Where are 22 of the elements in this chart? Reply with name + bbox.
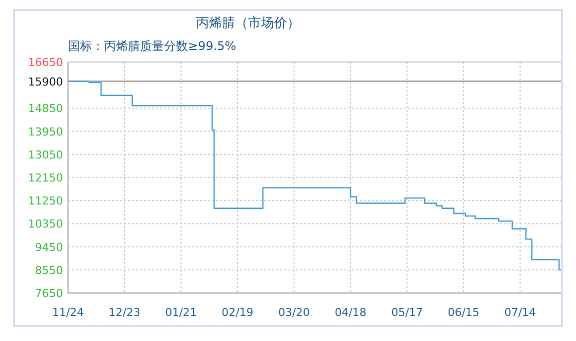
y-tick-label: 9450 (35, 240, 63, 254)
chart-subtitle: 国标：丙烯腈质量分数≥99.5% (68, 39, 236, 53)
x-tick-label: 05/17 (391, 306, 423, 319)
y-tick-label: 11250 (28, 194, 63, 208)
x-tick-label: 12/23 (108, 306, 140, 319)
x-tick-label: 06/15 (448, 306, 480, 319)
x-tick-label: 01/21 (165, 306, 197, 319)
y-tick-label: 12150 (28, 172, 63, 184)
y-tick-label: 14850 (28, 102, 63, 116)
y-tick-label: 7650 (35, 287, 63, 300)
y-tick-label: 13050 (28, 148, 63, 162)
x-tick-label: 03/20 (278, 306, 310, 319)
y-tick-label: 10350 (28, 218, 63, 231)
x-tick-label: 11/24 (52, 306, 84, 319)
y-tick-label: 13950 (28, 125, 63, 138)
y-tick-label: 16650 (28, 56, 63, 69)
ref-line-label: 15900 (28, 75, 63, 88)
x-tick-label: 04/18 (334, 306, 366, 319)
y-tick-label: 8550 (35, 264, 63, 277)
x-tick-label: 07/14 (504, 306, 536, 319)
chart-title: 丙烯腈（市场价） (196, 16, 300, 31)
x-tick-label: 02/19 (222, 306, 254, 319)
